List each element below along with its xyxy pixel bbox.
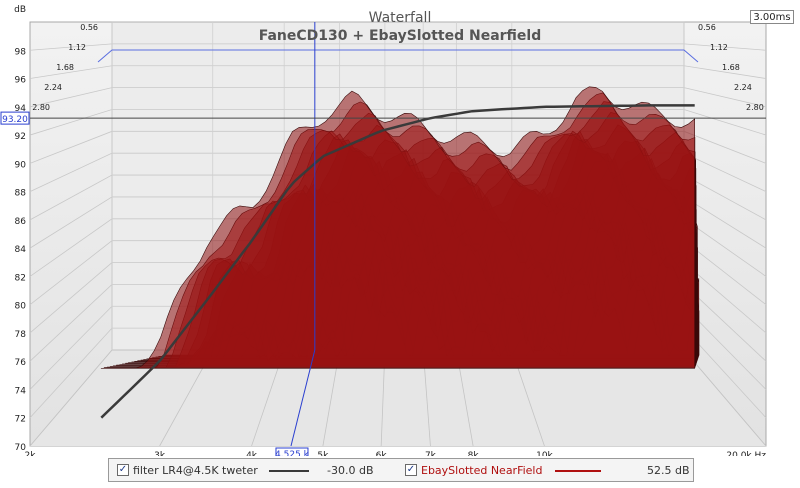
x-gridline xyxy=(683,349,767,447)
y-tick-label: 98 xyxy=(15,47,27,57)
filter-response-line xyxy=(100,104,695,419)
time-slice-label-left: 1.68 xyxy=(56,63,74,72)
time-slice-label-right: 1.12 xyxy=(710,43,728,52)
y-tick-label: 88 xyxy=(15,189,27,199)
x-tick-label: 10k xyxy=(536,451,553,456)
legend-value-ebay: 52.5 dB xyxy=(647,464,690,477)
x-tick-label: 3k xyxy=(154,451,166,456)
chart-subtitle: FaneCD130 + EbaySlotted Nearfield xyxy=(259,28,542,44)
y-tick-label: 82 xyxy=(15,273,26,283)
legend-checkbox-filter[interactable]: ✓ xyxy=(117,464,129,476)
x-tick-label: 4k xyxy=(246,451,258,456)
y-tick-label: 90 xyxy=(15,160,27,170)
y-gridline xyxy=(29,87,767,108)
y-tick-label: 92 xyxy=(15,132,26,142)
cursor-y-label: 93.20 xyxy=(2,115,28,125)
y-tick-label: 84 xyxy=(15,245,27,255)
legend-checkbox-ebay[interactable]: ✓ xyxy=(405,464,417,476)
y-axis-label: dB xyxy=(14,5,26,15)
y-gridline xyxy=(29,43,767,51)
x-tick-label: 8k xyxy=(468,451,480,456)
x-gridline xyxy=(29,349,113,447)
time-slice-label-right: 0.56 xyxy=(698,23,716,32)
y-tick-label: 78 xyxy=(15,330,27,340)
legend-series-name-filter: filter LR4@4.5K tweter xyxy=(133,464,258,477)
floor-plane xyxy=(30,350,766,446)
x-tick-label: 7k xyxy=(425,451,437,456)
legend-swatch-ebay xyxy=(555,470,601,472)
y-tick-label: 76 xyxy=(15,358,27,368)
legend-series-name-ebay: EbaySlotted NearField xyxy=(421,464,543,477)
x-tick-label: 2k xyxy=(25,451,37,456)
y-tick-label: 96 xyxy=(15,76,27,86)
time-slice-label-right: 2.24 xyxy=(734,83,752,92)
y-tick-label: 86 xyxy=(15,217,27,227)
time-slice-label-left: 0.56 xyxy=(80,23,98,32)
y-gridline xyxy=(29,109,767,136)
time-slice-label-left: 2.80 xyxy=(32,103,50,112)
y-tick-label: 72 xyxy=(15,415,26,425)
cursor-depth-line xyxy=(290,349,316,447)
y-gridline xyxy=(29,65,767,79)
legend-value-filter: -30.0 dB xyxy=(327,464,374,477)
y-tick-label: 80 xyxy=(15,302,27,312)
time-slice-label-left: 1.12 xyxy=(68,43,86,52)
time-slice-label-right: 1.68 xyxy=(722,63,740,72)
x-tick-label: 6k xyxy=(376,451,388,456)
y-tick-label: 74 xyxy=(15,386,27,396)
cursor-x-box xyxy=(275,447,309,456)
legend: ✓ filter LR4@4.5K tweter -30.0 dB ✓ Ebay… xyxy=(108,458,694,482)
chart-title: Waterfall xyxy=(369,10,432,26)
legend-swatch-filter xyxy=(269,470,309,472)
cursor-x-label: 4.525 k xyxy=(275,450,310,456)
cursor-y-box xyxy=(0,111,30,125)
x-tick-label: 5k xyxy=(317,451,329,456)
time-slice-label-right: 2.80 xyxy=(746,103,764,112)
waterfall-slice xyxy=(100,86,696,369)
waterfall-chart: 93.20 4.525 k 70 72 74 76 78 80 82 84 86 88 90 92 94 9… xyxy=(0,5,767,456)
x-tick-label: 20.0k Hz xyxy=(726,451,766,456)
y-tick-label: 94 xyxy=(15,104,27,114)
y-tick-label: 70 xyxy=(15,443,27,453)
time-guide-line xyxy=(97,49,699,63)
time-slice-label-left: 2.24 xyxy=(44,83,62,92)
max-time-label: 3.00ms xyxy=(750,10,794,24)
